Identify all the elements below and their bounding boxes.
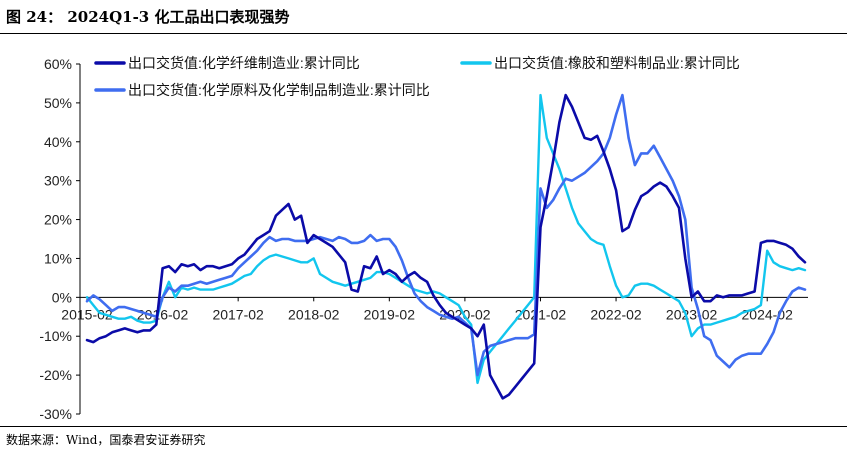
x-tick-label: 2022-02 <box>590 306 642 322</box>
y-tick-label: -10% <box>39 328 72 344</box>
x-tick-label: 2015-02 <box>61 306 113 322</box>
y-tick-label: 50% <box>44 95 72 111</box>
x-tick-label: 2019-02 <box>364 306 416 322</box>
legend-label: 出口交货值:化学原料及化学制品制造业:累计同比 <box>128 82 430 98</box>
x-tick-label: 2024-02 <box>742 306 794 322</box>
x-tick-label: 2016-02 <box>137 306 189 322</box>
y-tick-label: 40% <box>44 134 72 150</box>
source-note: 数据来源：Wind，国泰君安证券研究 <box>6 433 206 447</box>
y-tick-label: 60% <box>44 56 72 72</box>
x-tick-label: 2021-02 <box>515 306 567 322</box>
y-tick-label: 20% <box>44 212 72 228</box>
legend-label: 出口交货值:橡胶和塑料制品业:累计同比 <box>494 55 740 71</box>
x-tick-label: 2018-02 <box>288 306 340 322</box>
series-line-2 <box>85 93 807 385</box>
x-tick-label: 2017-02 <box>212 306 264 322</box>
legend-label: 出口交货值:化学纤维制造业:累计同比 <box>128 55 360 71</box>
legend: 出口交货值:化学纤维制造业:累计同比 出口交货值:橡胶和塑料制品业:累计同比出口交… <box>94 55 740 98</box>
bottom-rule <box>0 426 847 427</box>
line-chart: -30% -20% -10% 0% 10% 20% 30% 40% 50% 60% 2015-02 2… <box>39 55 808 422</box>
y-tick-label: -30% <box>39 406 72 422</box>
x-tick-label: 2023-02 <box>666 306 718 322</box>
y-tick-label: 10% <box>44 250 72 266</box>
y-tick-label: 0% <box>52 289 72 305</box>
y-tick-label: -20% <box>39 367 72 383</box>
y-tick-label: 30% <box>44 173 72 189</box>
figure-title: 图 24： 2024Q1-3 化工品出口表现强势 <box>6 8 290 26</box>
series-line-1 <box>85 93 807 400</box>
top-rule <box>0 33 847 34</box>
series-layer <box>85 93 807 400</box>
axes: -30% -20% -10% 0% 10% 20% 30% 40% 50% 60% 2015-02 2… <box>39 56 808 422</box>
series-line-3 <box>85 93 807 377</box>
